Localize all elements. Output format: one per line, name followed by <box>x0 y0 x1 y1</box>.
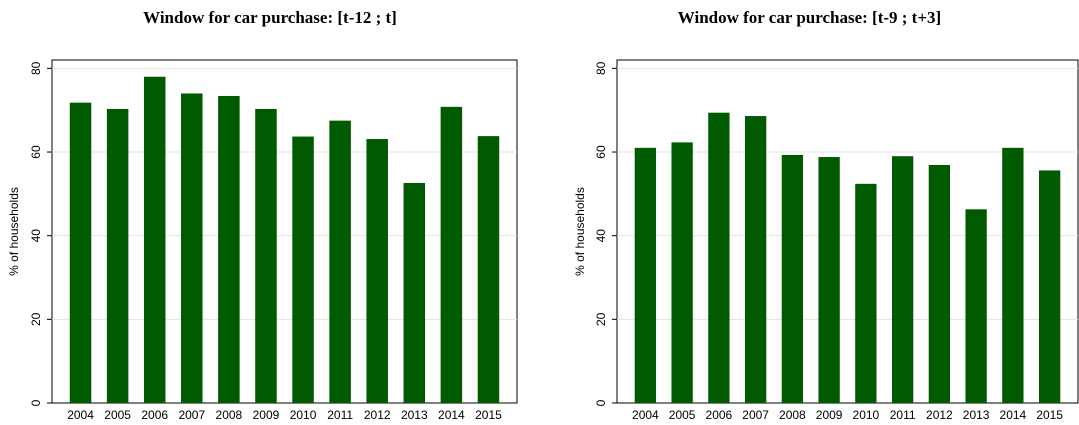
x-tick-label: 2007 <box>742 408 769 422</box>
x-tick-label: 2013 <box>401 408 428 422</box>
y-tick-label: 20 <box>594 312 608 326</box>
bar <box>106 108 129 403</box>
x-tick-label: 2006 <box>141 408 168 422</box>
y-axis-label: % of households <box>573 187 587 276</box>
x-tick-label: 2009 <box>816 408 843 422</box>
y-tick-label: 80 <box>594 61 608 75</box>
bar <box>744 116 767 404</box>
x-tick-label: 2005 <box>669 408 696 422</box>
x-tick-label: 2015 <box>1036 408 1063 422</box>
x-tick-label: 2011 <box>890 408 916 422</box>
bar <box>671 142 693 403</box>
bar <box>965 209 987 403</box>
x-tick-label: 2012 <box>364 408 391 422</box>
x-tick-label: 2010 <box>290 408 317 422</box>
chart-title: Window for car purchase: [t-9 ; t+3] <box>677 8 942 27</box>
y-tick-label: 20 <box>29 312 43 326</box>
x-tick-label: 2014 <box>1000 408 1027 422</box>
y-tick-label: 60 <box>29 145 43 159</box>
x-tick-label: 2004 <box>67 408 94 422</box>
bar <box>440 106 463 403</box>
x-tick-label: 2009 <box>253 408 280 422</box>
x-tick-label: 2010 <box>853 408 880 422</box>
bar <box>69 102 92 403</box>
plot-area <box>51 59 518 404</box>
x-tick-label: 2015 <box>475 408 502 422</box>
x-tick-label: 2006 <box>706 408 733 422</box>
bar <box>255 108 277 403</box>
bar <box>708 112 730 403</box>
x-tick-label: 2011 <box>327 408 353 422</box>
x-tick-label: 2013 <box>963 408 990 422</box>
bar <box>403 182 426 403</box>
bar <box>477 136 500 403</box>
bar <box>891 156 914 403</box>
y-tick-label: 40 <box>29 229 43 243</box>
y-tick-label: 0 <box>594 399 608 406</box>
bar <box>292 136 314 404</box>
bar <box>1002 147 1024 403</box>
bar <box>818 157 840 403</box>
bar <box>781 154 804 403</box>
y-axis-label: % of households <box>7 187 21 276</box>
x-tick-label: 2007 <box>178 408 205 422</box>
bar <box>143 76 166 404</box>
bar <box>1038 170 1061 403</box>
x-tick-label: 2012 <box>926 408 953 422</box>
bar <box>366 139 388 403</box>
bar <box>329 120 351 403</box>
x-tick-label: 2008 <box>216 408 243 422</box>
chart-title: Window for car purchase: [t-12 ; t] <box>143 8 397 27</box>
bar <box>218 95 240 403</box>
plot-area <box>616 59 1079 404</box>
x-tick-label: 2008 <box>779 408 806 422</box>
x-tick-label: 2014 <box>438 408 465 422</box>
y-tick-label: 60 <box>594 145 608 159</box>
bar <box>181 93 203 404</box>
x-tick-label: 2005 <box>104 408 131 422</box>
bar <box>634 147 657 403</box>
x-tick-label: 2004 <box>632 408 659 422</box>
y-tick-label: 80 <box>29 61 43 75</box>
y-tick-label: 40 <box>594 229 608 243</box>
bar <box>855 183 877 403</box>
bar <box>928 164 951 403</box>
y-tick-label: 0 <box>29 399 43 406</box>
